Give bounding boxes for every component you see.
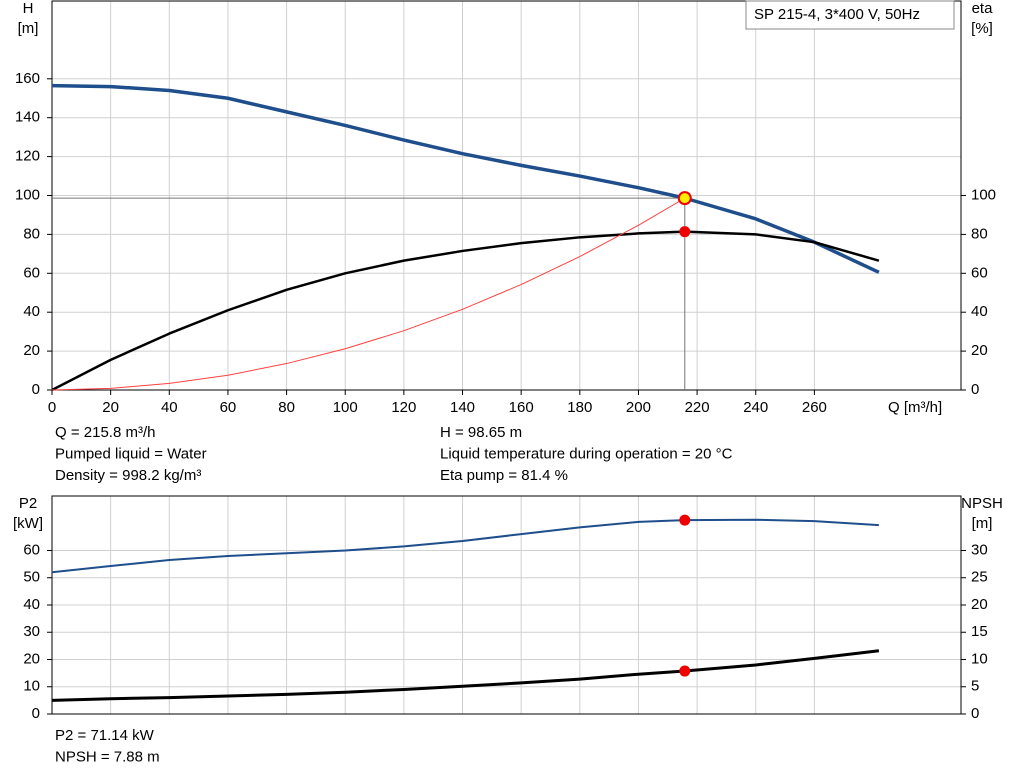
- y-tick-label: 20: [23, 650, 40, 667]
- y-tick-label: 50: [23, 569, 40, 586]
- x-axis-label: Q [m³/h]: [888, 399, 942, 416]
- x-tick-label: 120: [391, 399, 416, 416]
- operating-point: [677, 191, 692, 206]
- y-tick-label: 10: [23, 678, 40, 695]
- y-tick-label: 30: [23, 623, 40, 640]
- info-text: Liquid temperature during operation = 20…: [440, 445, 733, 462]
- y-axis-label: P2: [19, 495, 37, 512]
- y-tick-label: 0: [32, 381, 40, 398]
- info-text: Eta pump = 81.4 %: [440, 467, 568, 484]
- x-tick-label: 20: [102, 399, 119, 416]
- y2-tick-label: 0: [971, 705, 979, 722]
- y-tick-label: 20: [23, 342, 40, 359]
- x-tick-label: 0: [48, 399, 56, 416]
- x-tick-label: 200: [626, 399, 651, 416]
- info-text: Density = 998.2 kg/m³: [55, 467, 201, 484]
- y2-tick-label: 100: [971, 186, 996, 203]
- y2-axis-label: NPSH: [961, 495, 1003, 512]
- y2-tick-label: 60: [971, 264, 988, 281]
- x-tick-label: 260: [802, 399, 827, 416]
- y2-axis-label: eta: [972, 0, 994, 17]
- info-text: NPSH = 7.88 m: [55, 748, 160, 765]
- operating-eta: [679, 226, 691, 238]
- y2-tick-label: 15: [971, 623, 988, 640]
- y-axis-unit: [kW]: [13, 515, 43, 532]
- info-text: Q = 215.8 m³/h: [55, 424, 155, 441]
- y-tick-label: 100: [15, 186, 40, 203]
- y2-tick-label: 80: [971, 225, 988, 242]
- y-tick-label: 140: [15, 109, 40, 126]
- y2-tick-label: 20: [971, 342, 988, 359]
- curve: [51, 518, 879, 574]
- plot-frame: [51, 0, 962, 391]
- x-tick-label: 160: [509, 399, 534, 416]
- y-tick-label: 120: [15, 148, 40, 165]
- curve: [51, 83, 880, 274]
- y-tick-label: 40: [23, 303, 40, 320]
- y2-axis-unit: [%]: [971, 20, 993, 37]
- x-tick-label: 40: [161, 399, 178, 416]
- plot-frame: [51, 495, 962, 715]
- y-tick-label: 60: [23, 541, 40, 558]
- x-tick-label: 140: [450, 399, 475, 416]
- y-axis-label: H: [23, 0, 34, 17]
- y2-tick-label: 30: [971, 541, 988, 558]
- legend-text: SP 215-4, 3*400 V, 50Hz: [754, 6, 920, 23]
- info-text: P2 = 71.14 kW: [55, 727, 155, 744]
- x-tick-label: 100: [333, 399, 358, 416]
- y-tick-label: 60: [23, 264, 40, 281]
- x-tick-label: 180: [567, 399, 592, 416]
- info-text: H = 98.65 m: [440, 424, 522, 441]
- x-tick-label: 240: [743, 399, 768, 416]
- y2-tick-label: 5: [971, 678, 979, 695]
- legend-box: [745, 0, 955, 30]
- y2-axis-unit: [m]: [972, 515, 993, 532]
- y2-tick-label: 0: [971, 381, 979, 398]
- x-tick-label: 220: [685, 399, 710, 416]
- operating-npsh: [679, 665, 691, 677]
- curve: [51, 649, 880, 702]
- y-axis-unit: [m]: [18, 20, 39, 37]
- y-tick-label: 160: [15, 70, 40, 87]
- y2-tick-label: 40: [971, 303, 988, 320]
- y2-tick-label: 10: [971, 650, 988, 667]
- y-tick-label: 80: [23, 225, 40, 242]
- x-tick-label: 80: [278, 399, 295, 416]
- y-tick-label: 40: [23, 596, 40, 613]
- y2-tick-label: 25: [971, 569, 988, 586]
- curve: [51, 197, 686, 391]
- x-tick-label: 60: [220, 399, 237, 416]
- y-tick-label: 0: [32, 705, 40, 722]
- y2-tick-label: 20: [971, 596, 988, 613]
- curve: [51, 230, 880, 392]
- operating-p2: [679, 514, 691, 526]
- info-text: Pumped liquid = Water: [55, 445, 207, 462]
